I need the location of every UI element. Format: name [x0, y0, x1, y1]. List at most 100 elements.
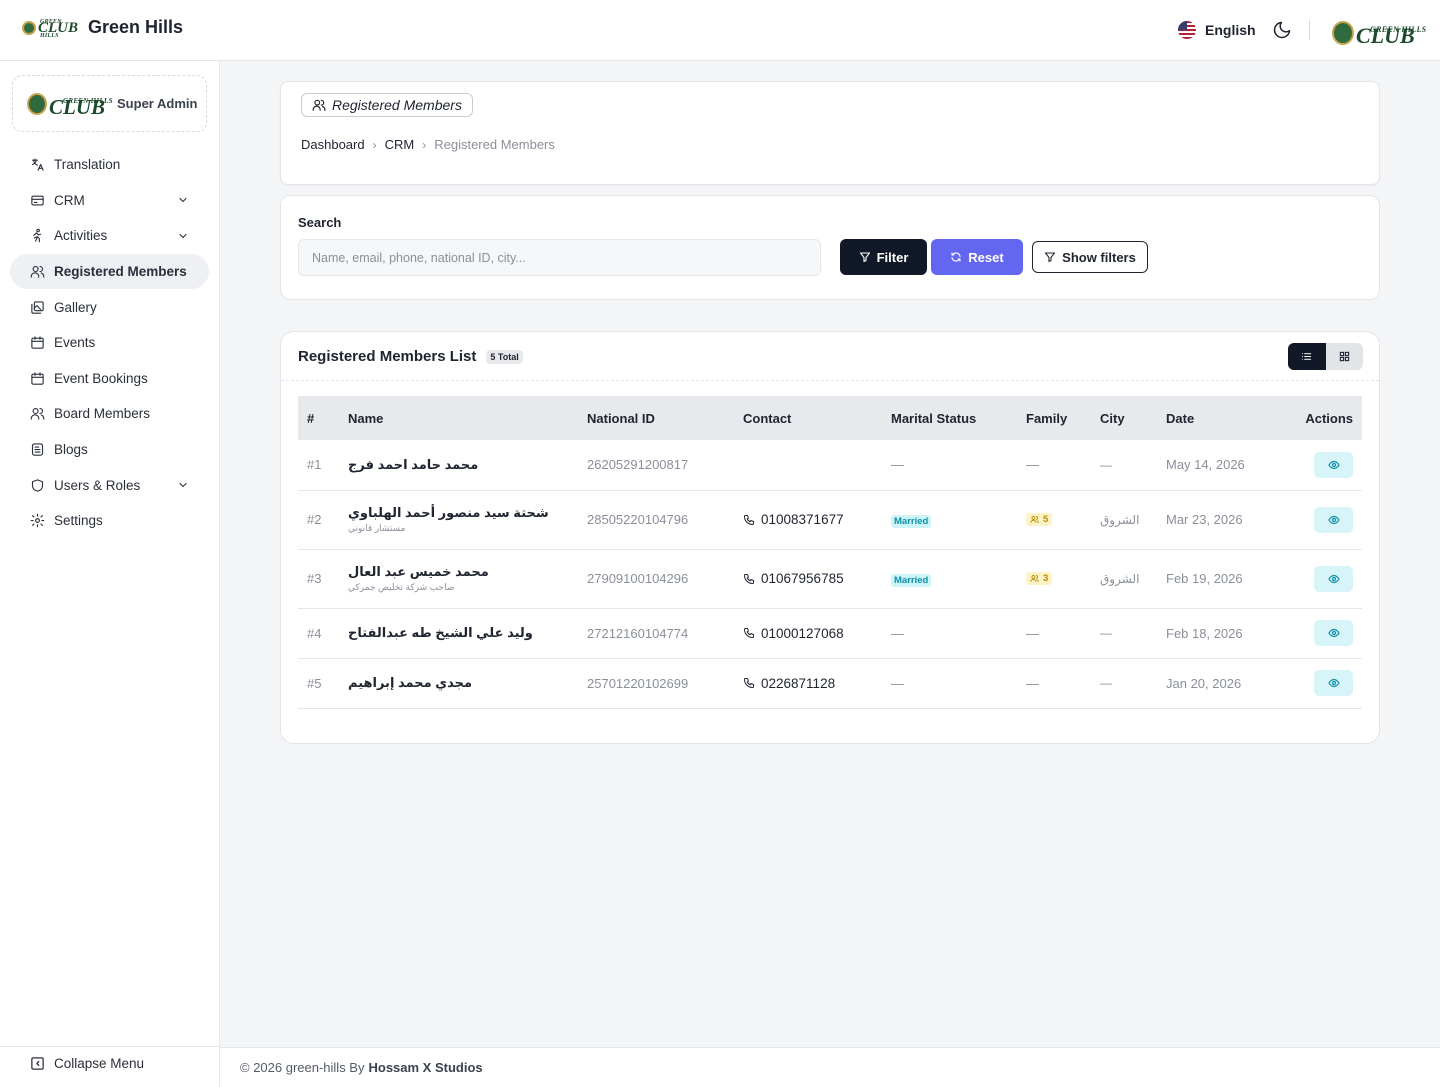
sidebar-item-crm[interactable]: CRM: [10, 183, 209, 219]
column-header[interactable]: City: [1100, 410, 1125, 426]
phone: 01008371677: [743, 512, 882, 527]
column-header[interactable]: Date: [1166, 410, 1195, 426]
list-title: Registered Members List 5 Total: [298, 348, 523, 365]
chevron-down-icon[interactable]: [177, 479, 189, 491]
contact-cell: 01000127068: [734, 608, 882, 659]
filter-button[interactable]: Filter: [840, 239, 927, 275]
eye-icon: [1327, 628, 1340, 638]
footer: © 2026 green-hills By Hossam X Studios: [220, 1047, 1440, 1087]
user-role: Super Admin: [117, 96, 198, 111]
blog-icon: [31, 443, 44, 456]
view-button[interactable]: [1314, 506, 1353, 533]
sidebar-item-event-bookings[interactable]: Event Bookings: [10, 361, 209, 397]
collapse-label: Collapse Menu: [54, 1056, 145, 1071]
club-logo-right: GREEN HILLS CLUB: [1332, 15, 1426, 51]
table-row[interactable]: #5 مجدي محمد إبراهيم 25701220102699 0226871…: [298, 658, 1362, 709]
users-icon: [1030, 516, 1039, 523]
sidebar-item-label: Translation: [54, 157, 121, 173]
breadcrumb-crm[interactable]: CRM: [384, 137, 415, 152]
city: —: [1091, 608, 1157, 659]
phone-icon: [744, 678, 754, 688]
brand[interactable]: GREEN HILLS CLUB Green Hills: [22, 17, 183, 39]
column-header[interactable]: Marital Status: [891, 410, 977, 426]
table-header-row: # Name National ID Contact Marital Statu…: [298, 396, 1362, 440]
language-switcher[interactable]: English: [1178, 21, 1256, 39]
marital-status-cell: —: [882, 658, 1017, 709]
users-icon: [30, 266, 45, 278]
users-icon: [30, 408, 45, 421]
table-row[interactable]: #4 وليد علي الشيخ طه عبدالفتاح 27212160104…: [298, 608, 1362, 659]
sidebar-item-registered-members[interactable]: Registered Members: [10, 253, 209, 290]
sidebar-item-settings[interactable]: Settings: [10, 503, 209, 539]
member-name: شحتة سيد منصور أحمد الهلباوي: [348, 505, 549, 520]
row-number: #3: [298, 549, 339, 609]
member-name-cell: محمد خميس عبد العال صاحب شركة تخليص جمركي: [339, 549, 578, 609]
chevron-down-icon[interactable]: [177, 230, 189, 242]
table-row[interactable]: #2 شحتة سيد منصور أحمد الهلباوي مستشار قان…: [298, 490, 1362, 550]
member-name-cell: وليد علي الشيخ طه عبدالفتاح: [339, 608, 578, 659]
list-icon: [1302, 353, 1312, 360]
table-row[interactable]: #3 محمد خميس عبد العال صاحب شركة تخليص جمر…: [298, 549, 1362, 609]
sidebar-item-events[interactable]: Events: [10, 325, 209, 361]
contact-cell: 0226871128: [734, 658, 882, 709]
family-cell: 5: [1017, 490, 1091, 550]
column-header[interactable]: National ID: [587, 410, 655, 426]
list-view-button[interactable]: [1288, 343, 1326, 370]
table-row[interactable]: #1 محمد حامد احمد فرج 26205291200817— — — May…: [298, 440, 1362, 491]
divider: [281, 380, 1379, 381]
row-number: #1: [298, 440, 339, 491]
show-filters-button[interactable]: Show filters: [1032, 241, 1148, 273]
column-header[interactable]: Family: [1026, 410, 1068, 426]
chevron-down-icon[interactable]: [177, 194, 189, 206]
city: الشروق: [1091, 490, 1157, 550]
sidebar-item-users-roles[interactable]: Users & Roles: [10, 467, 209, 503]
sidebar-item-gallery[interactable]: Gallery: [10, 289, 209, 325]
contact-cell: 01008371677: [734, 490, 882, 550]
crest-icon: [27, 92, 47, 115]
dark-mode-toggle[interactable]: [1272, 20, 1292, 40]
actions-cell: [1269, 608, 1362, 659]
view-button[interactable]: [1314, 670, 1353, 696]
column-header[interactable]: Contact: [743, 410, 792, 426]
view-button[interactable]: [1314, 451, 1353, 478]
member-name: محمد حامد احمد فرج: [348, 456, 479, 472]
filter-icon: [859, 252, 870, 263]
actions-cell: [1269, 490, 1362, 550]
count-badge: 5 Total: [486, 349, 523, 364]
phone-icon: [744, 573, 754, 584]
view-toggle: [1288, 343, 1363, 370]
marital-status: —: [891, 625, 904, 641]
member-name-cell: محمد حامد احمد فرج: [339, 440, 578, 491]
sidebar-item-translation[interactable]: Translation: [10, 147, 209, 183]
sidebar-item-blogs[interactable]: Blogs: [10, 432, 209, 468]
footer-author[interactable]: Hossam X Studios: [368, 1060, 483, 1075]
marital-status-cell: Married: [882, 490, 1017, 550]
club-logo: GREEN HILLS CLUB: [27, 86, 112, 122]
national-id: 27909100104296: [578, 549, 734, 609]
column-header[interactable]: #: [307, 410, 315, 426]
column-header[interactable]: Name: [348, 410, 384, 426]
breadcrumb-dashboard[interactable]: Dashboard: [301, 137, 365, 152]
profile-card[interactable]: GREEN HILLS CLUB Super Admin: [12, 75, 207, 132]
calendar-icon: [31, 336, 44, 349]
city: —: [1091, 658, 1157, 709]
sidebar-item-board-members[interactable]: Board Members: [10, 396, 209, 432]
reset-button[interactable]: Reset: [931, 239, 1023, 275]
national-id: 28505220104796: [578, 490, 734, 550]
sidebar-item-activities[interactable]: Activities: [10, 218, 209, 254]
member-name: محمد خميس عبد العال: [348, 564, 489, 579]
view-button[interactable]: [1314, 565, 1353, 592]
search-input[interactable]: [298, 239, 821, 276]
collapse-menu-button[interactable]: Collapse Menu: [30, 1056, 144, 1071]
eye-icon: [1327, 515, 1340, 524]
registration-date: Feb 19, 2026: [1157, 549, 1269, 609]
view-button[interactable]: [1314, 620, 1353, 646]
family-cell: —: [1017, 608, 1091, 659]
family-count: —: [1026, 457, 1039, 473]
phone: 0226871128: [743, 676, 882, 691]
sidebar-item-label: Blogs: [54, 442, 88, 458]
row-number: #5: [298, 658, 339, 709]
refresh-icon: [951, 252, 961, 262]
users-icon: [1030, 575, 1039, 582]
grid-view-button[interactable]: [1326, 343, 1364, 370]
